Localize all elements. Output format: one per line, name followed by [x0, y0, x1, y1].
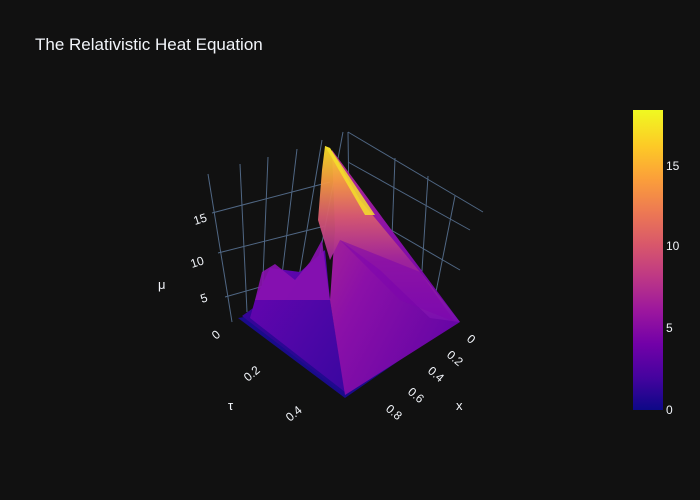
x-tick-label: 0.8: [383, 402, 405, 424]
tau-tick-label: 0: [209, 327, 223, 342]
colorbar-gradient: [633, 110, 663, 410]
colorbar: 0 5 10 15: [633, 110, 680, 417]
z-axis-title: μ: [158, 277, 166, 292]
z-tick-label: 15: [192, 210, 209, 228]
tau-tick-label: 0.2: [241, 363, 263, 385]
z-tick-label: 10: [189, 253, 206, 271]
chart-title: The Relativistic Heat Equation: [35, 35, 263, 54]
x-tick-label: 0.6: [405, 385, 427, 407]
tau-axis-title: τ: [228, 398, 234, 413]
x-tick-label: 0.2: [444, 348, 466, 370]
x-axis-title: x: [456, 398, 463, 413]
colorbar-tick-label: 0: [666, 403, 673, 417]
x-tick-label: 0: [464, 332, 478, 347]
colorbar-tick-label: 5: [666, 321, 673, 335]
surface-plot: [238, 146, 460, 398]
z-axis-ticks: 15 10 5: [189, 210, 210, 306]
x-tick-label: 0.4: [425, 364, 447, 386]
colorbar-tick-label: 10: [666, 239, 680, 253]
colorbar-tick-label: 15: [666, 159, 680, 173]
z-tick-label: 5: [199, 290, 210, 305]
tau-tick-label: 0.4: [283, 403, 305, 425]
